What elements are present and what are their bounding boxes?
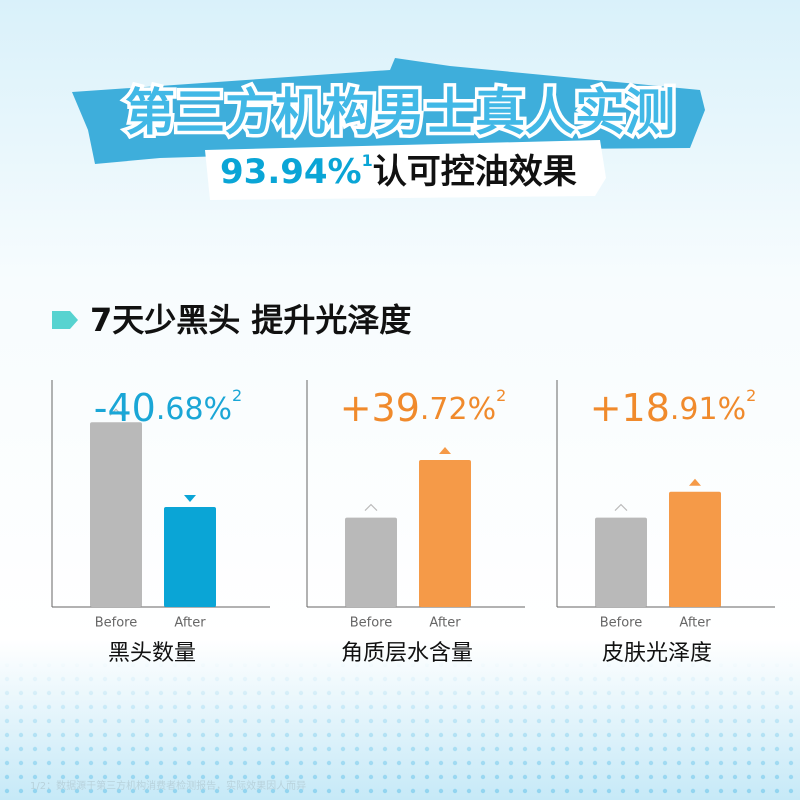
marker (364, 503, 378, 512)
marker (689, 478, 701, 486)
change-int: +18 (590, 386, 670, 430)
bar (669, 491, 721, 607)
marker (184, 495, 196, 502)
category-label: Before (95, 616, 138, 631)
marker (109, 408, 123, 416)
change-mark: 2 (746, 386, 756, 405)
claim: 93.94%1认可控油效果 (220, 151, 577, 192)
dot-pattern (0, 660, 800, 800)
subtitle-paper (205, 140, 606, 200)
change-label: -40.68%2 (94, 386, 242, 430)
section-title: 7天少黑头 提升光泽度 (90, 301, 411, 339)
claim-mark: 1 (362, 151, 373, 170)
change-frac: .91% (670, 392, 746, 427)
marker (614, 503, 628, 512)
bar (345, 517, 397, 607)
change-mark: 2 (232, 386, 242, 405)
change-value: +18.91% (590, 386, 746, 430)
footnote: 1/2：数据源于第三方机构消费者检测报告，实际效果因人而异 (30, 779, 306, 792)
bar (595, 517, 647, 607)
change-label: +39.72%2 (340, 386, 507, 430)
change-mark: 2 (496, 386, 506, 405)
title: 第三方机构男士真人实测 (125, 84, 675, 142)
change-label: +18.91%2 (590, 386, 757, 430)
claim-value: 93.94% (220, 152, 362, 192)
change-value: +39.72% (340, 386, 496, 430)
category-label: After (174, 616, 206, 631)
bar (419, 459, 471, 607)
change-int: +39 (340, 386, 420, 430)
chart-title: 皮肤光泽度 (602, 641, 712, 666)
bar (164, 507, 216, 607)
category-label: Before (350, 616, 393, 631)
header-paper (72, 58, 705, 164)
claim-text: 认可控油效果 (373, 152, 577, 192)
category-label: After (679, 616, 711, 631)
bar (90, 422, 142, 607)
section-icon (52, 311, 78, 329)
chart-title: 角质层水含量 (341, 641, 473, 666)
category-label: Before (600, 616, 643, 631)
change-frac: .68% (156, 392, 232, 427)
change-frac: .72% (420, 392, 496, 427)
marker (439, 446, 451, 454)
category-label: After (429, 616, 461, 631)
change-int: -40 (94, 386, 156, 430)
change-value: -40.68% (94, 386, 232, 430)
chart-title: 黑头数量 (108, 641, 196, 666)
